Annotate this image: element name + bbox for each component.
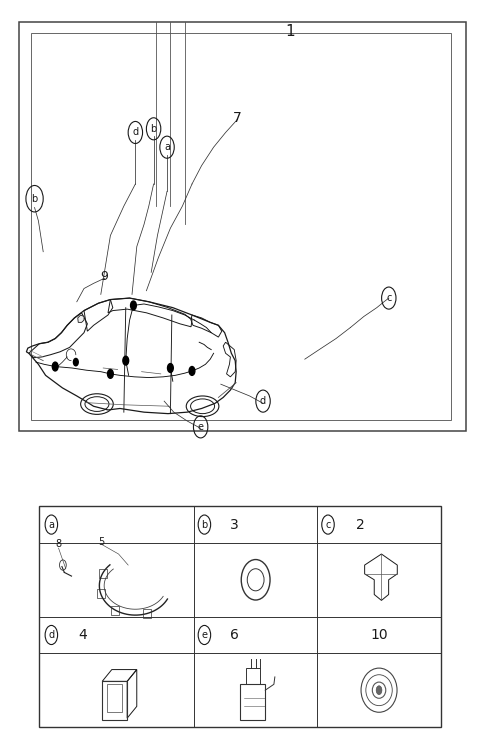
- Text: 3: 3: [230, 517, 239, 531]
- Bar: [143, 609, 151, 618]
- Bar: [19, 22, 466, 431]
- Text: 5: 5: [98, 537, 105, 547]
- Text: b: b: [31, 194, 38, 204]
- Text: d: d: [260, 396, 266, 406]
- Text: e: e: [202, 630, 207, 640]
- Bar: [31, 33, 451, 420]
- Circle shape: [52, 362, 58, 371]
- Text: d: d: [132, 127, 138, 138]
- Polygon shape: [78, 315, 84, 322]
- Circle shape: [73, 358, 78, 366]
- Text: 10: 10: [370, 628, 388, 642]
- Text: a: a: [48, 520, 54, 530]
- Circle shape: [168, 364, 173, 372]
- Text: 9: 9: [101, 269, 108, 283]
- Bar: [111, 606, 119, 615]
- Text: b: b: [201, 520, 207, 530]
- Text: e: e: [198, 422, 204, 432]
- Text: c: c: [325, 520, 331, 530]
- Text: 4: 4: [78, 628, 87, 642]
- Circle shape: [189, 367, 195, 375]
- Text: 1: 1: [286, 24, 295, 39]
- Text: 2: 2: [356, 517, 365, 531]
- Bar: [102, 682, 127, 720]
- Bar: [246, 668, 261, 684]
- Circle shape: [131, 301, 136, 310]
- Bar: [97, 590, 105, 598]
- Text: 7: 7: [233, 110, 242, 125]
- Text: 6: 6: [230, 628, 239, 642]
- Bar: [107, 684, 122, 712]
- Text: a: a: [164, 142, 170, 152]
- Bar: [240, 684, 265, 720]
- Circle shape: [108, 369, 113, 378]
- Circle shape: [123, 356, 129, 365]
- Text: d: d: [48, 630, 54, 640]
- Circle shape: [376, 686, 382, 695]
- Text: 8: 8: [56, 539, 61, 550]
- Bar: [39, 506, 441, 727]
- Text: c: c: [386, 293, 392, 303]
- Bar: [99, 569, 107, 578]
- Text: b: b: [150, 124, 157, 134]
